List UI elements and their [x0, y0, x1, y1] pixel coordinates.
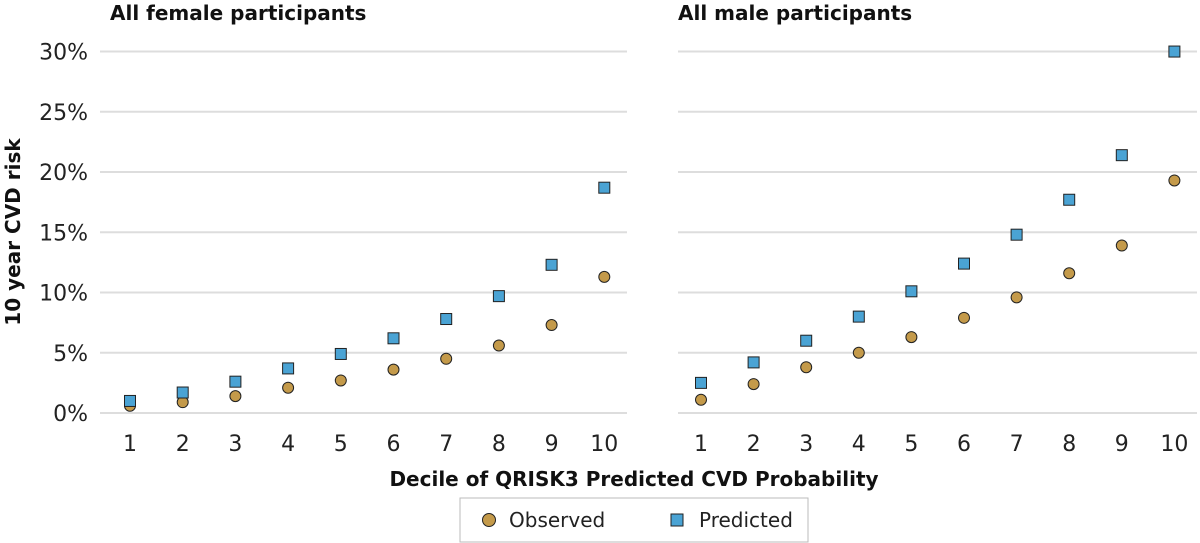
- x-tick-label: 3: [228, 432, 242, 457]
- predicted-point-female: [545, 258, 558, 271]
- observed-point-male: [1168, 174, 1181, 187]
- x-tick-label: 10: [590, 432, 618, 457]
- grid-female: [100, 50, 627, 414]
- x-tick-label: 9: [545, 432, 559, 457]
- observed-point-female: [387, 363, 400, 376]
- observed-point-female: [229, 390, 242, 403]
- panel-title-male: All male participants: [678, 1, 912, 25]
- x-tick-label: 8: [1062, 432, 1076, 457]
- y-ticks: 0% 5% 10% 15% 20% 25% 30%: [39, 41, 88, 427]
- marks-male: [695, 45, 1181, 406]
- x-ticks-male: 1 2 3 4 5 6 7 8 9 10: [694, 432, 1188, 457]
- y-tick-label: 0%: [53, 402, 88, 427]
- x-ticks-female: 1 2 3 4 5 6 7 8 9 10: [123, 432, 618, 457]
- predicted-point-male: [1115, 149, 1128, 162]
- y-tick-label: 25%: [39, 101, 88, 126]
- predicted-point-male: [800, 334, 813, 347]
- predicted-point-male: [1010, 228, 1023, 241]
- predicted-point-female: [440, 313, 453, 326]
- predicted-point-male: [958, 257, 970, 270]
- observed-point-male: [695, 393, 707, 406]
- legend: Observed Predicted: [459, 497, 809, 543]
- x-tick-label: 10: [1160, 432, 1188, 457]
- observed-point-female: [545, 319, 558, 332]
- x-axis-label: Decile of QRISK3 Predicted CVD Probabili…: [389, 467, 878, 491]
- predicted-point-female: [334, 347, 347, 360]
- observed-point-male: [958, 311, 970, 324]
- predicted-point-female: [387, 332, 400, 345]
- predicted-point-female: [124, 394, 136, 407]
- x-tick-label: 6: [957, 432, 971, 457]
- observed-point-female: [282, 381, 295, 394]
- x-tick-label: 5: [334, 432, 348, 457]
- y-tick-label: 20%: [39, 161, 88, 186]
- observed-point-male: [1115, 239, 1128, 252]
- predicted-point-male: [695, 376, 707, 389]
- observed-point-male: [1063, 267, 1076, 280]
- predicted-point-male: [1168, 45, 1181, 58]
- legend-frame: [459, 497, 809, 543]
- predicted-point-female: [598, 181, 611, 194]
- predicted-point-male: [747, 356, 760, 369]
- legend-observed-marker: [482, 513, 496, 527]
- observed-point-male: [800, 361, 813, 374]
- panel-male: All male participants 1 2 3 4 5 6 7 8 9 10: [678, 1, 1197, 457]
- observed-point-male: [1010, 291, 1023, 304]
- x-tick-label: 2: [176, 432, 190, 457]
- legend-observed-label: Observed: [509, 508, 605, 532]
- predicted-point-male: [1063, 193, 1076, 206]
- x-tick-label: 5: [904, 432, 918, 457]
- y-tick-label: 15%: [39, 221, 88, 246]
- observed-point-female: [440, 352, 453, 365]
- y-tick-label: 10%: [39, 282, 88, 307]
- observed-point-female: [598, 270, 611, 283]
- x-tick-label: 3: [799, 432, 813, 457]
- x-tick-label: 1: [123, 432, 137, 457]
- predicted-point-male: [905, 285, 918, 298]
- legend-predicted-marker: [670, 513, 684, 527]
- x-tick-label: 1: [694, 432, 708, 457]
- x-tick-label: 4: [281, 432, 295, 457]
- predicted-point-male: [852, 310, 865, 323]
- observed-point-male: [905, 331, 918, 344]
- predicted-point-female: [176, 386, 189, 399]
- x-tick-label: 9: [1115, 432, 1129, 457]
- observed-point-female: [334, 374, 347, 387]
- x-tick-label: 7: [1010, 432, 1024, 457]
- legend-predicted-label: Predicted: [699, 508, 793, 532]
- marks-female: [124, 181, 611, 412]
- y-tick-label: 5%: [53, 342, 88, 367]
- y-axis-label: 10 year CVD risk: [1, 138, 25, 326]
- y-tick-label: 30%: [39, 41, 88, 66]
- x-tick-label: 2: [747, 432, 761, 457]
- observed-point-male: [852, 346, 865, 359]
- x-tick-label: 4: [852, 432, 866, 457]
- x-tick-label: 7: [439, 432, 453, 457]
- predicted-point-female: [229, 375, 242, 388]
- observed-point-male: [747, 378, 760, 391]
- x-tick-label: 6: [387, 432, 401, 457]
- grid-male: [678, 50, 1197, 414]
- panel-female: All female participants 1 2 3 4 5 6 7 8 9 10: [100, 1, 627, 457]
- predicted-point-female: [492, 290, 505, 303]
- x-tick-label: 8: [492, 432, 506, 457]
- observed-point-female: [492, 339, 505, 352]
- predicted-point-female: [282, 362, 295, 375]
- panel-title-female: All female participants: [110, 1, 366, 25]
